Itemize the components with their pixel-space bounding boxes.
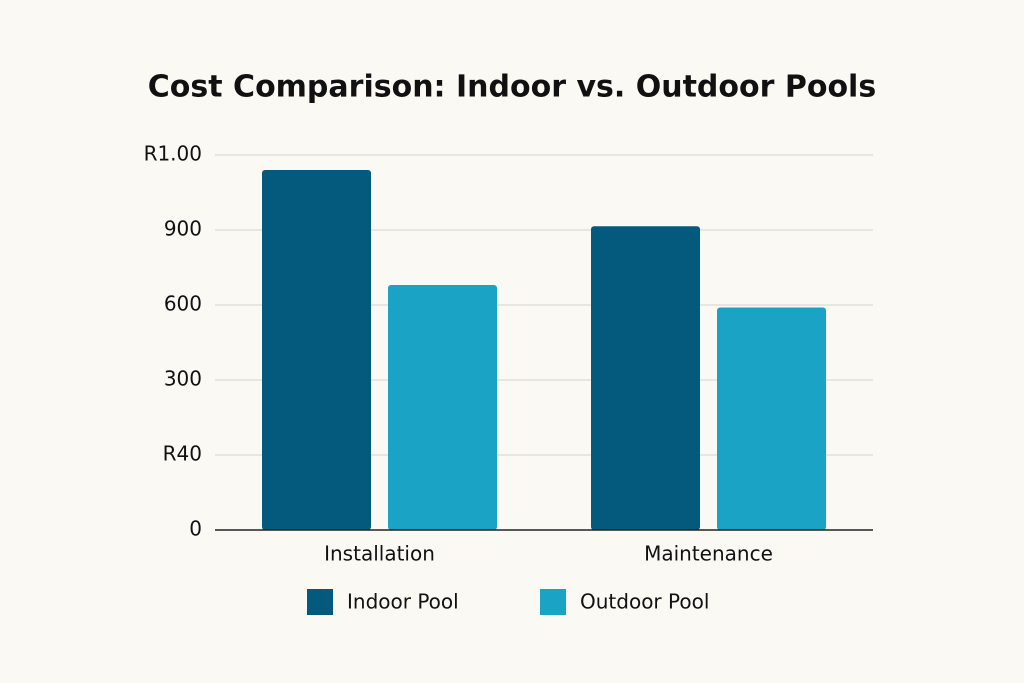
y-tick-label: 600 bbox=[164, 292, 202, 316]
y-tick-label: 0 bbox=[189, 517, 202, 541]
y-tick-label: 900 bbox=[164, 217, 202, 241]
bar bbox=[262, 170, 371, 530]
legend-label: Outdoor Pool bbox=[580, 590, 709, 614]
y-tick-label: R40 bbox=[163, 442, 202, 466]
x-tick-label: Installation bbox=[324, 542, 435, 566]
bar bbox=[717, 307, 826, 530]
legend-label: Indoor Pool bbox=[347, 590, 459, 614]
legend-swatch bbox=[540, 589, 566, 615]
legend-swatch bbox=[307, 589, 333, 615]
bar bbox=[591, 226, 700, 530]
bar bbox=[388, 285, 497, 530]
y-tick-label: 300 bbox=[164, 367, 202, 391]
x-tick-label: Maintenance bbox=[644, 542, 773, 566]
chart-title: Cost Comparison: Indoor vs. Outdoor Pool… bbox=[148, 70, 876, 105]
y-tick-label: R1.00 bbox=[144, 142, 202, 166]
